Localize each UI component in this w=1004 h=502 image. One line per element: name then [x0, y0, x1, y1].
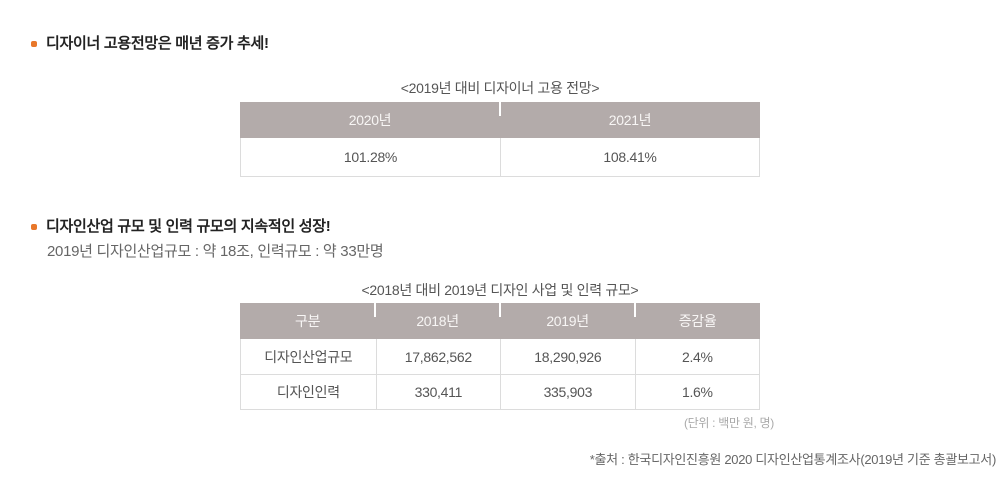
source-note: *출처 : 한국디자인진흥원 2020 디자인산업통계조사(2019년 기준 총…: [589, 452, 997, 467]
table-row: 디자인산업규모 17,862,562 18,290,926 2.4%: [241, 339, 759, 374]
bullet-icon: [31, 41, 37, 47]
header-cell-2020: 2020년: [348, 112, 392, 128]
value-cell-2021: 108.41%: [500, 138, 759, 176]
value-cell-change: 1.6%: [634, 375, 759, 409]
employment-forecast-table: 2020년 2021년 101.28% 108.41%: [240, 102, 760, 177]
value-cell-2018: 330,411: [375, 375, 500, 409]
industry-scale-table: 구분 2018년 2019년 증감율 디자인산업규모 17,862,562 18…: [240, 303, 760, 410]
header-cell-2018: 2018년: [374, 303, 500, 339]
section1-heading-row: 디자이너 고용전망은 매년 증가 추세!: [31, 35, 269, 53]
section2-subtitle: 2019년 디자인산업규모 : 약 18조, 인력규모 : 약 33만명: [47, 243, 384, 260]
section2-heading-row: 디자인산업 규모 및 인력 규모의 지속적인 성장!: [31, 218, 331, 236]
industry-table-body: 디자인산업규모 17,862,562 18,290,926 2.4% 디자인인력…: [240, 339, 760, 410]
header-cell-category: 구분: [295, 313, 321, 329]
table-row: 101.28% 108.41%: [241, 138, 759, 176]
bullet-icon: [31, 224, 37, 230]
employment-table-caption: <2019년 대비 디자이너 고용 전망>: [400, 80, 600, 96]
unit-note: (단위 : 백만 원, 명): [683, 416, 774, 430]
value-cell-2018: 17,862,562: [375, 339, 500, 374]
industry-table-caption: <2018년 대비 2019년 디자인 사업 및 인력 규모>: [361, 282, 639, 298]
header-cell-2021: 2021년: [499, 102, 760, 138]
section1-heading: 디자이너 고용전망은 매년 증가 추세!: [46, 35, 269, 52]
section2-heading: 디자인산업 규모 및 인력 규모의 지속적인 성장!: [46, 218, 331, 235]
header-cell-change: 증감율: [634, 303, 760, 339]
employment-table-body: 101.28% 108.41%: [240, 138, 760, 177]
employment-table-header-row: 2020년 2021년: [240, 102, 760, 138]
row-label-cell: 디자인인력: [276, 384, 340, 400]
row-label-cell: 디자인산업규모: [264, 348, 353, 365]
header-cell-2019: 2019년: [498, 303, 635, 339]
value-cell-change: 2.4%: [634, 339, 759, 374]
value-cell-2020: 101.28%: [343, 149, 398, 165]
value-cell-2019: 18,290,926: [499, 339, 635, 374]
table-row: 디자인인력 330,411 335,903 1.6%: [241, 374, 759, 409]
value-cell-2019: 335,903: [499, 375, 635, 409]
industry-table-header-row: 구분 2018년 2019년 증감율: [240, 303, 760, 339]
